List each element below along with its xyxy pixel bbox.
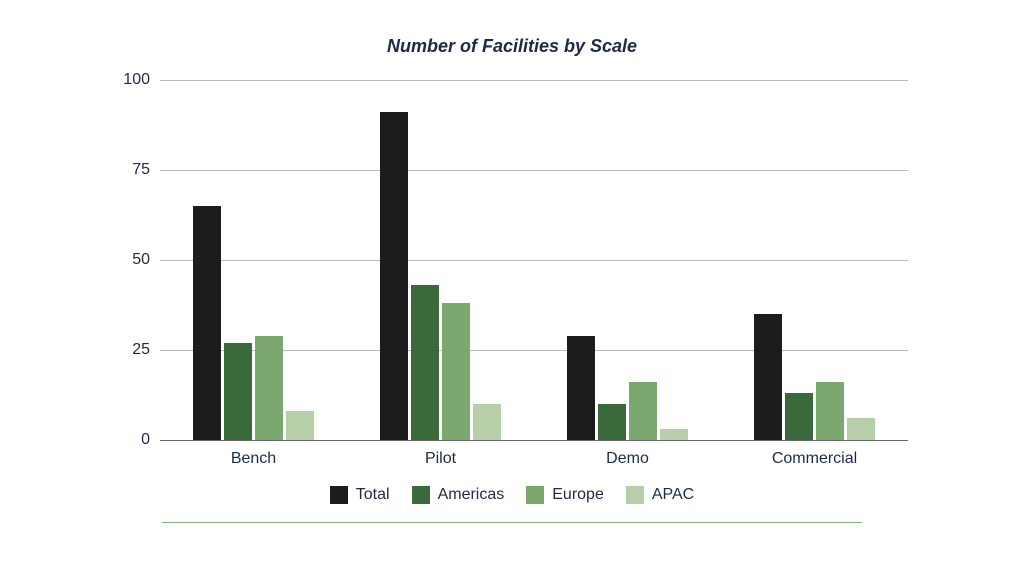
bar <box>380 112 408 440</box>
legend-swatch <box>330 486 348 504</box>
bar <box>411 285 439 440</box>
legend-label: APAC <box>652 486 694 504</box>
legend-item: APAC <box>626 486 694 504</box>
x-tick-label: Bench <box>231 450 276 468</box>
bar <box>629 382 657 440</box>
y-tick-label: 50 <box>110 251 150 269</box>
legend-label: Europe <box>552 486 604 504</box>
y-tick-label: 75 <box>110 161 150 179</box>
bar <box>754 314 782 440</box>
bar <box>224 343 252 440</box>
y-tick-label: 25 <box>110 341 150 359</box>
legend-swatch <box>626 486 644 504</box>
legend: Total Americas Europe APAC <box>0 486 1024 504</box>
plot-area <box>160 80 908 440</box>
bar <box>567 336 595 440</box>
bar <box>816 382 844 440</box>
x-tick-label: Commercial <box>772 450 857 468</box>
legend-swatch <box>412 486 430 504</box>
legend-label: Americas <box>438 486 505 504</box>
x-tick-label: Pilot <box>425 450 456 468</box>
bar <box>598 404 626 440</box>
bar <box>660 429 688 440</box>
legend-item: Europe <box>526 486 604 504</box>
footer-rule <box>162 522 862 523</box>
legend-item: Americas <box>412 486 505 504</box>
legend-label: Total <box>356 486 390 504</box>
y-tick-label: 0 <box>110 431 150 449</box>
axis-baseline <box>160 440 908 441</box>
bar <box>473 404 501 440</box>
gridline <box>160 260 908 261</box>
chart-title: Number of Facilities by Scale <box>0 36 1024 57</box>
x-tick-label: Demo <box>606 450 649 468</box>
gridline <box>160 170 908 171</box>
gridline <box>160 80 908 81</box>
legend-item: Total <box>330 486 390 504</box>
y-tick-label: 100 <box>110 71 150 89</box>
bar <box>847 418 875 440</box>
legend-swatch <box>526 486 544 504</box>
bar <box>255 336 283 440</box>
bar <box>286 411 314 440</box>
bar <box>785 393 813 440</box>
facilities-chart: Number of Facilities by Scale 0 25 50 75 100… <box>0 0 1024 576</box>
bar <box>442 303 470 440</box>
bar <box>193 206 221 440</box>
